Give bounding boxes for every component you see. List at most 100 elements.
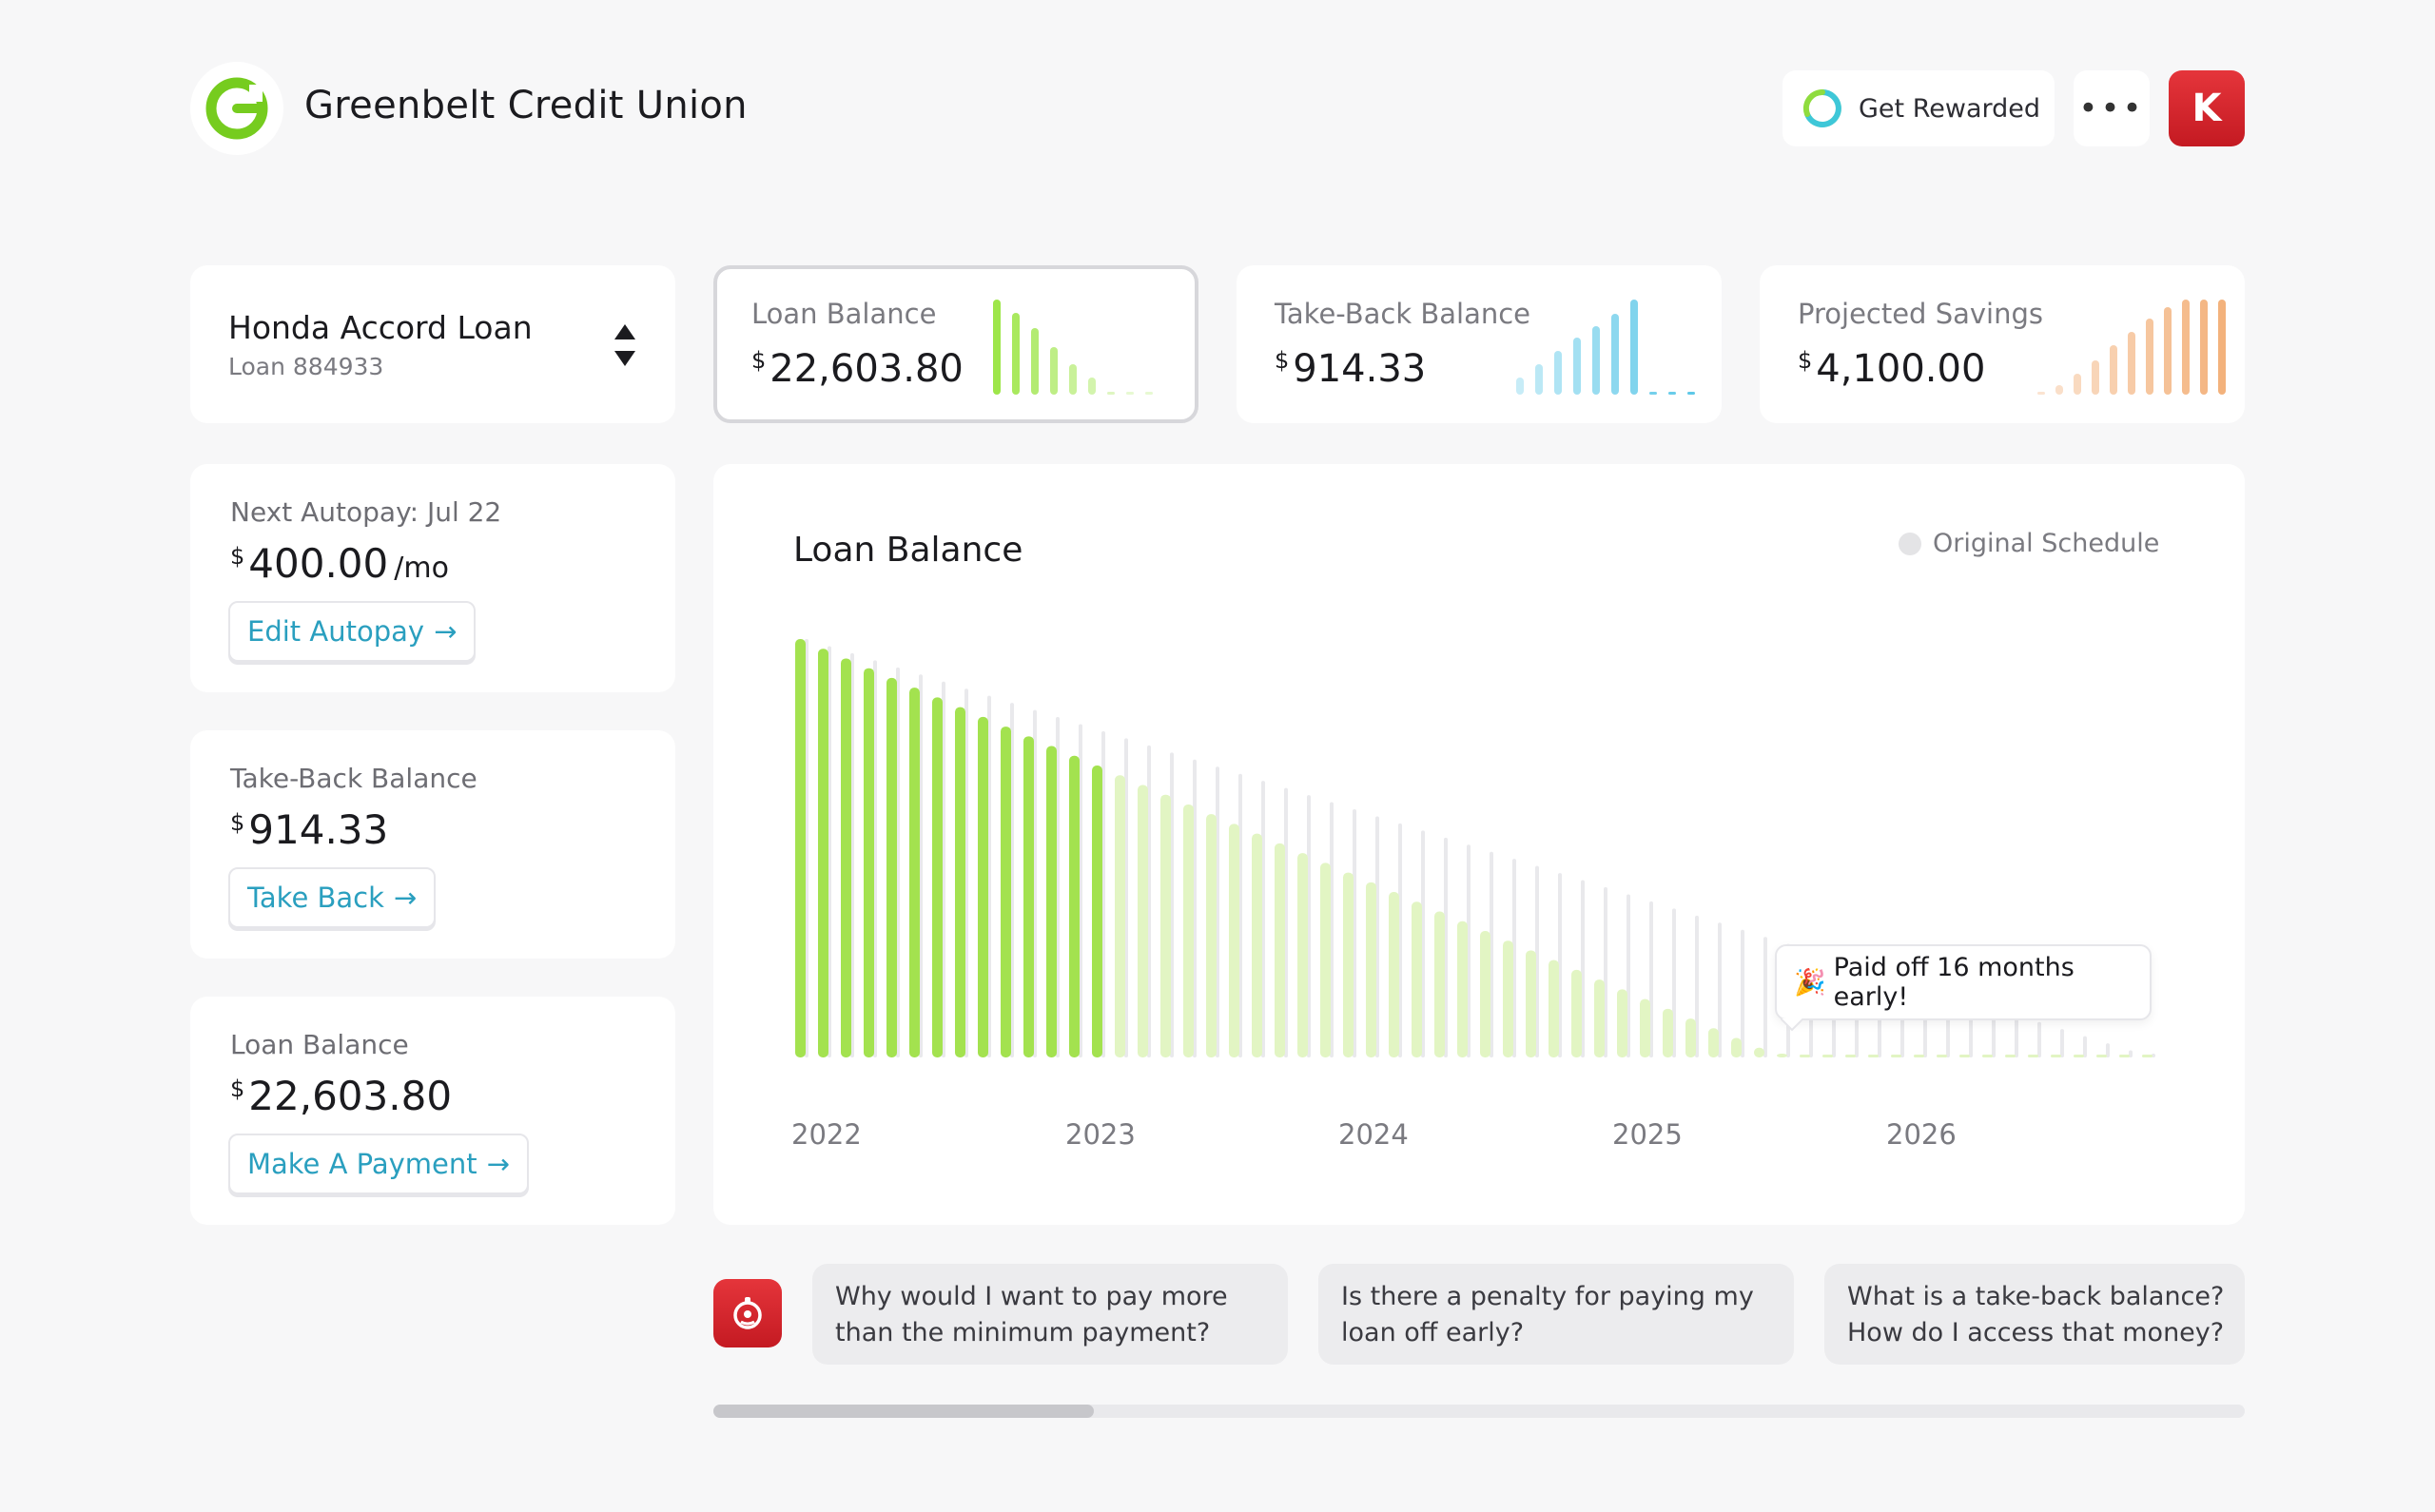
original-schedule-bar [2083, 1036, 2087, 1057]
loan-balance-card: Loan Balance $22,603.80 Make A Payment → [190, 997, 675, 1225]
projected-balance-bar [1594, 979, 1605, 1057]
paid-balance-bar [818, 649, 828, 1057]
suggestion-line: What is a take-back balance? [1847, 1282, 2225, 1311]
original-schedule-bar [2129, 1050, 2133, 1057]
projected-balance-bar [1457, 921, 1468, 1057]
original-schedule-bar [1741, 929, 1744, 1057]
paid-balance-bar [1069, 755, 1080, 1057]
mini-bar [1050, 347, 1058, 395]
mini-bar [1126, 392, 1134, 395]
assistant-bot-icon[interactable] [713, 1279, 782, 1347]
projected-balance-bar [1685, 1018, 1696, 1057]
projected-balance-bar [1252, 833, 1262, 1057]
projected-balance-bar [1320, 863, 1331, 1057]
zero-balance-bar [1800, 1055, 1810, 1057]
arrow-right-icon: → [434, 615, 458, 648]
get-rewarded-button[interactable]: Get Rewarded [1782, 70, 2055, 146]
edit-autopay-button[interactable]: Edit Autopay → [228, 601, 477, 662]
mini-bar [2164, 307, 2172, 395]
zero-balance-bar [1845, 1055, 1856, 1057]
paid-balance-bar [932, 697, 943, 1057]
make-payment-button[interactable]: Make A Payment → [228, 1134, 529, 1194]
legend-dot [1899, 532, 1921, 555]
take-back-button[interactable]: Take Back → [228, 867, 437, 928]
projected-balance-bar [1663, 1008, 1673, 1057]
year-tick-label: 2026 [1886, 1118, 1957, 1151]
arrow-right-icon: → [486, 1148, 510, 1180]
zero-balance-bar [1959, 1055, 1970, 1057]
original-schedule-bar [2037, 1021, 2041, 1057]
stat-card-take-back-balance[interactable]: Take-Back Balance $914.33 [1237, 265, 1722, 423]
paid-balance-bar [1023, 736, 1034, 1057]
suggestion-chip[interactable]: What is a take-back balance? How do I ac… [1824, 1264, 2245, 1365]
stat-value: $22,603.80 [751, 347, 964, 391]
paid-balance-bar [841, 658, 851, 1057]
brand-logo[interactable] [190, 62, 283, 155]
original-schedule-bar [2106, 1043, 2110, 1057]
take-back-action-label: Take Back [247, 882, 384, 914]
avatar-initial: K [2192, 87, 2222, 130]
suggestion-chip[interactable]: Why would I want to pay more than the mi… [812, 1264, 1288, 1365]
loan-number: Loan 884933 [228, 353, 384, 380]
suggestion-chip[interactable]: Is there a penalty for paying my loan of… [1318, 1264, 1794, 1365]
zero-balance-bar [1891, 1055, 1901, 1057]
projected-balance-bar [1434, 911, 1445, 1057]
mini-bar [1649, 392, 1657, 395]
original-schedule-bar [2015, 1015, 2018, 1057]
stat-card-projected-savings[interactable]: Projected Savings $4,100.00 [1760, 265, 2245, 423]
sort-arrows-icon [614, 324, 635, 366]
mini-bar [2055, 385, 2063, 395]
autopay-card: Next Autopay: Jul 22 $400.00/mo Edit Aut… [190, 464, 675, 692]
projected-balance-bar [1343, 872, 1354, 1057]
zero-balance-bar [2005, 1055, 2016, 1057]
brand-logo-icon [205, 77, 268, 140]
mini-bar-chart [993, 298, 1153, 395]
year-tick-label: 2022 [791, 1118, 862, 1151]
stat-card-loan-balance[interactable]: Loan Balance $22,603.80 [713, 265, 1198, 423]
zero-balance-bar [1937, 1055, 1947, 1057]
year-tick-label: 2024 [1338, 1118, 1409, 1151]
brand-name: Greenbelt Credit Union [304, 84, 748, 127]
mini-bar [2182, 300, 2190, 395]
autopay-amount: $400.00/mo [230, 540, 449, 587]
mini-bar [1535, 364, 1543, 395]
loan-balance-label: Loan Balance [230, 1029, 409, 1060]
chart-title: Loan Balance [793, 531, 1023, 570]
projected-balance-bar [1160, 794, 1171, 1057]
tooltip-pointer [1781, 1018, 1803, 1032]
rewards-ring-icon [1802, 88, 1841, 127]
mini-bar [1012, 313, 1020, 395]
mini-bar [1573, 338, 1581, 395]
paid-balance-bar [886, 677, 897, 1057]
loan-balance-chart-card: Loan Balance Original Schedule [713, 464, 2245, 1225]
suggestion-line: Is there a penalty for paying my [1341, 1282, 1754, 1311]
more-dots-icon: ••• [2078, 89, 2145, 127]
mini-bar [1145, 392, 1153, 395]
chart-legend[interactable]: Original Schedule [1899, 529, 2159, 558]
projected-balance-bar [1571, 969, 1582, 1057]
chat-bot-icon [733, 1297, 762, 1329]
loan-selector[interactable]: Honda Accord Loan Loan 884933 [190, 265, 675, 423]
projected-balance-bar [1526, 950, 1536, 1057]
zero-balance-bar [1914, 1055, 1924, 1057]
loan-name: Honda Accord Loan [228, 309, 533, 346]
paid-balance-bar [795, 639, 806, 1057]
mini-bar [2037, 392, 2045, 395]
payoff-tooltip-text: Paid off 16 months early! [1833, 953, 2075, 1012]
mini-bar [2110, 345, 2117, 395]
suggestions-scrollbar-track[interactable] [713, 1405, 2245, 1418]
zero-balance-bar [2028, 1055, 2038, 1057]
suggestions-scrollbar-thumb[interactable] [713, 1405, 1094, 1418]
mini-bar [1031, 328, 1039, 395]
projected-balance-bar [1503, 940, 1513, 1057]
stat-value: $4,100.00 [1798, 347, 1986, 391]
more-options-button[interactable]: ••• [2074, 70, 2150, 146]
suggestion-line: How do I access that money? [1847, 1318, 2225, 1347]
projected-balance-bar [1731, 1037, 1742, 1057]
paid-balance-bar [1046, 746, 1057, 1057]
user-avatar[interactable]: K [2169, 70, 2245, 146]
edit-autopay-label: Edit Autopay [247, 615, 425, 648]
projected-balance-bar [1754, 1047, 1764, 1057]
suggestion-line: than the minimum payment? [835, 1318, 1211, 1347]
original-schedule-bar [2152, 1054, 2155, 1057]
